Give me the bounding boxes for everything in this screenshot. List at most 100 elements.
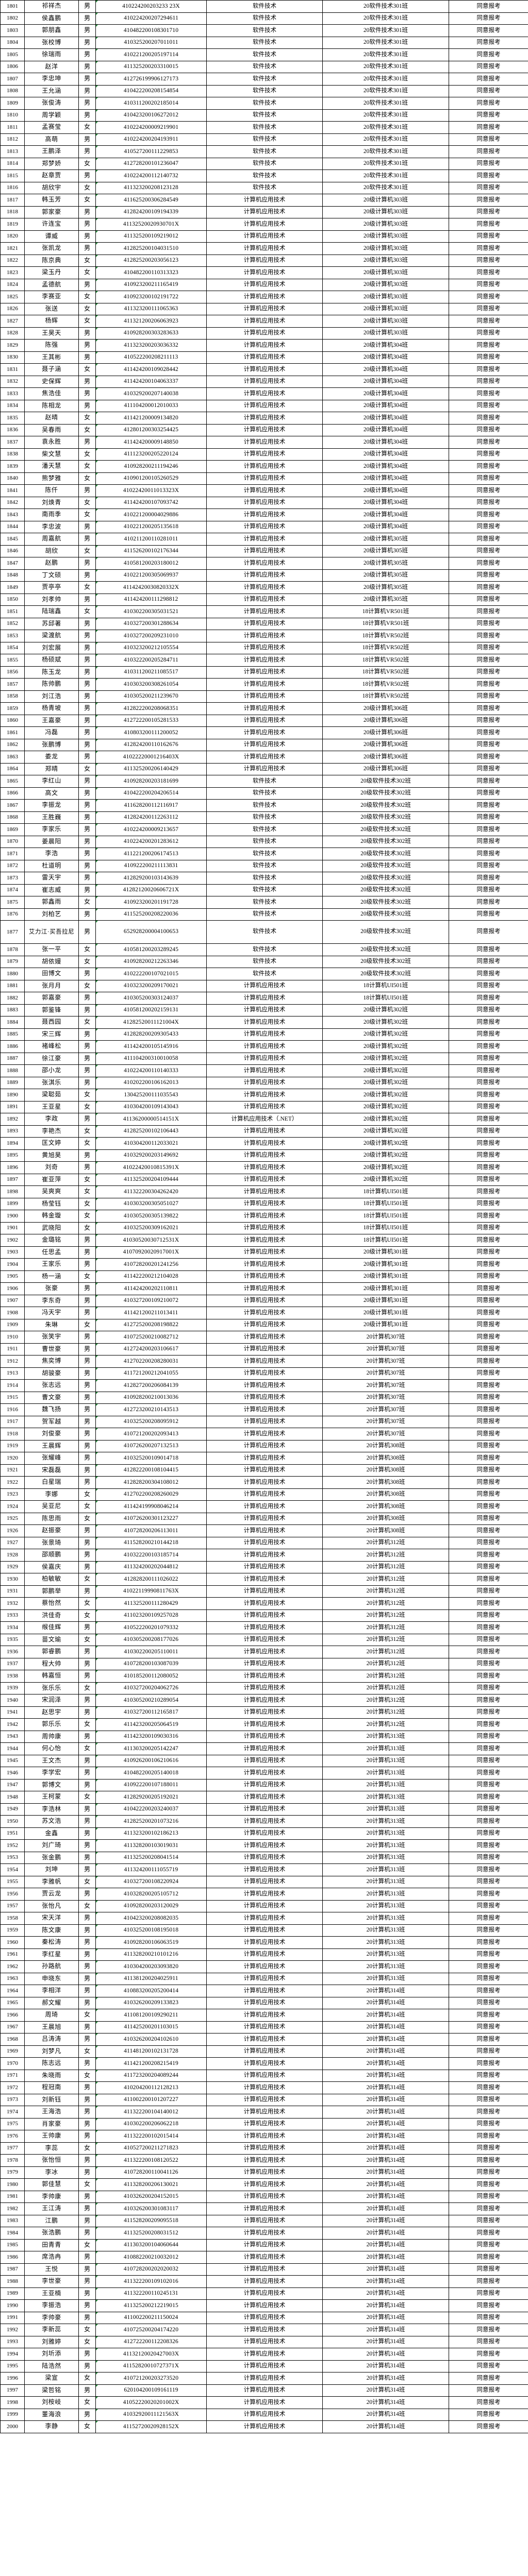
table-row: 1979 李冰男 410728200110041126 计算机应用技术 20计算机314… bbox=[0, 2166, 528, 2179]
row-index: 1928 bbox=[0, 1549, 25, 1562]
class-name: 18计算机UI501班 bbox=[322, 1197, 449, 1210]
student-name: 陈志远 bbox=[24, 2057, 79, 2070]
row-index: 1962 bbox=[0, 1960, 25, 1973]
class-name: 20计算机314班 bbox=[322, 2178, 449, 2191]
approval-status: 同意报考 bbox=[449, 1718, 528, 1731]
row-index: 1893 bbox=[0, 1125, 25, 1138]
major-name: 计算机应用技术 bbox=[206, 2360, 323, 2372]
class-name: 18计算机VR502班 bbox=[322, 630, 449, 642]
student-name: 江鹏 bbox=[24, 2214, 79, 2227]
id-number: 410302200206062218 bbox=[95, 2117, 207, 2130]
class-name: 20计算机313班 bbox=[322, 1742, 449, 1755]
approval-status: 同意报考 bbox=[449, 509, 528, 521]
class-name: 20计算机308班 bbox=[322, 1476, 449, 1489]
student-gender: 男 bbox=[78, 436, 96, 449]
row-index: 1932 bbox=[0, 1597, 25, 1610]
student-name: 曹世豪 bbox=[24, 1343, 79, 1355]
row-index: 1814 bbox=[0, 157, 25, 170]
row-index: 1805 bbox=[0, 48, 25, 61]
table-row: 1853 梁渡航男 410327200209231010 计算机应用技术 18计算机VR… bbox=[0, 630, 528, 642]
id-number: 130425200111035543 bbox=[95, 1089, 207, 1101]
student-gender: 女 bbox=[78, 2396, 96, 2409]
class-name: 20级计算机301班 bbox=[322, 1258, 449, 1271]
id-number: 41030520030712531X bbox=[95, 1234, 207, 1247]
major-name: 计算机应用技术 bbox=[206, 1985, 323, 1997]
student-gender: 女 bbox=[78, 1597, 96, 1610]
table-row: 1820 谭威男 411325200109219012 计算机应用技术 20级计算机30… bbox=[0, 230, 528, 243]
id-number: 412723200210143513 bbox=[95, 1403, 207, 1416]
id-number: 411023200109257028 bbox=[95, 1609, 207, 1622]
table-row: 1812 高萌男 410224200204193911 软件技术 20软件技术301班同… bbox=[0, 133, 528, 146]
approval-status: 同意报考 bbox=[449, 1379, 528, 1392]
approval-status: 同意报考 bbox=[449, 1197, 528, 1210]
student-name: 张怡恒 bbox=[24, 2154, 79, 2167]
id-number: 412828200209305433 bbox=[95, 1028, 207, 1041]
row-index: 1865 bbox=[0, 775, 25, 788]
class-name: 20级计算机303班 bbox=[322, 302, 449, 315]
student-gender: 女 bbox=[78, 1500, 96, 1513]
student-gender: 男 bbox=[78, 399, 96, 412]
approval-status: 同意报考 bbox=[449, 206, 528, 218]
student-gender: 女 bbox=[78, 1185, 96, 1198]
student-name: 吴爽爽 bbox=[24, 1185, 79, 1198]
row-index: 1802 bbox=[0, 12, 25, 25]
row-index: 1875 bbox=[0, 896, 25, 909]
major-name: 软件技术 bbox=[206, 24, 323, 37]
major-name: 计算机应用技术 bbox=[206, 2009, 323, 2022]
class-name: 20级计算机303班 bbox=[322, 278, 449, 291]
row-index: 1999 bbox=[0, 2408, 25, 2421]
major-name: 计算机应用技术 bbox=[206, 1827, 323, 1840]
student-name: 刘雅婷 bbox=[24, 2335, 79, 2348]
class-name: 20计算机313班 bbox=[322, 1912, 449, 1925]
row-index: 1828 bbox=[0, 327, 25, 340]
student-name: 李忠坤 bbox=[24, 73, 79, 86]
row-index: 1980 bbox=[0, 2178, 25, 2191]
row-index: 1982 bbox=[0, 2202, 25, 2215]
student-name: 孟德航 bbox=[24, 278, 79, 291]
student-gender: 男 bbox=[78, 1730, 96, 1743]
student-gender: 女 bbox=[78, 194, 96, 207]
approval-status: 同意报考 bbox=[449, 1706, 528, 1719]
major-name: 计算机应用技术 bbox=[206, 1718, 323, 1731]
approval-status: 同意报考 bbox=[449, 2106, 528, 2119]
student-gender: 女 bbox=[78, 1900, 96, 1912]
table-row: 1954 刘坤男 411324200111055719 计算机应用技术 20计算机313… bbox=[0, 1863, 528, 1876]
id-number: 410422200204206514 bbox=[95, 787, 207, 800]
table-row: 1826 张送女 411323200111065363 计算机应用技术 20级计算机30… bbox=[0, 302, 528, 315]
id-number: 410883200205200414 bbox=[95, 1985, 207, 1997]
major-name: 软件技术 bbox=[206, 920, 323, 944]
class-name: 18计算机UI501班 bbox=[322, 1222, 449, 1234]
id-number: 410327200109210072 bbox=[95, 1294, 207, 1307]
student-name: 苏文浩 bbox=[24, 1815, 79, 1828]
student-name: 朱晓雨 bbox=[24, 2069, 79, 2082]
table-row: 1947 郭博文男 410922200107188011 计算机应用技术 20计算机31… bbox=[0, 1778, 528, 1791]
student-name: 周琦 bbox=[24, 2009, 79, 2022]
row-index: 1834 bbox=[0, 399, 25, 412]
row-index: 1811 bbox=[0, 121, 25, 134]
student-name: 张怡凡 bbox=[24, 1900, 79, 1912]
class-name: 20计算机308班 bbox=[322, 1488, 449, 1501]
student-gender: 男 bbox=[78, 2408, 96, 2421]
approval-status: 同意报考 bbox=[449, 1173, 528, 1186]
student-gender: 男 bbox=[78, 2106, 96, 2119]
row-index: 1935 bbox=[0, 1633, 25, 1646]
approval-status: 同意报考 bbox=[449, 2263, 528, 2276]
row-index: 1846 bbox=[0, 545, 25, 557]
approval-status: 同意报考 bbox=[449, 2117, 528, 2130]
row-index: 1960 bbox=[0, 1936, 25, 1949]
table-row: 1871 李浩男 411221200206174513 软件技术 20级软件技术302班… bbox=[0, 848, 528, 860]
id-number: 410224200009219901 bbox=[95, 121, 207, 134]
table-row: 1928 邵顺鹏男 410322200103185714 计算机应用技术 20计算机31… bbox=[0, 1549, 528, 1562]
class-name: 20计算机314班 bbox=[322, 2190, 449, 2203]
student-name: 王文杰 bbox=[24, 1754, 79, 1767]
table-row: 1906 张豪男 411424200202110811 计算机应用技术 20级计算机30… bbox=[0, 1282, 528, 1295]
table-row: 1822 陈京典女 412825200203056123 计算机应用技术 20级计算机3… bbox=[0, 254, 528, 267]
student-name: 孙路航 bbox=[24, 1960, 79, 1973]
student-name: 李娜 bbox=[24, 1488, 79, 1501]
student-gender: 女 bbox=[78, 363, 96, 376]
major-name: 计算机应用技术 bbox=[206, 327, 323, 340]
student-gender: 男 bbox=[78, 1476, 96, 1489]
row-index: 1953 bbox=[0, 1851, 25, 1864]
student-name: 郭睿鹏 bbox=[24, 1646, 79, 1658]
major-name: 计算机应用技术 bbox=[206, 666, 323, 679]
